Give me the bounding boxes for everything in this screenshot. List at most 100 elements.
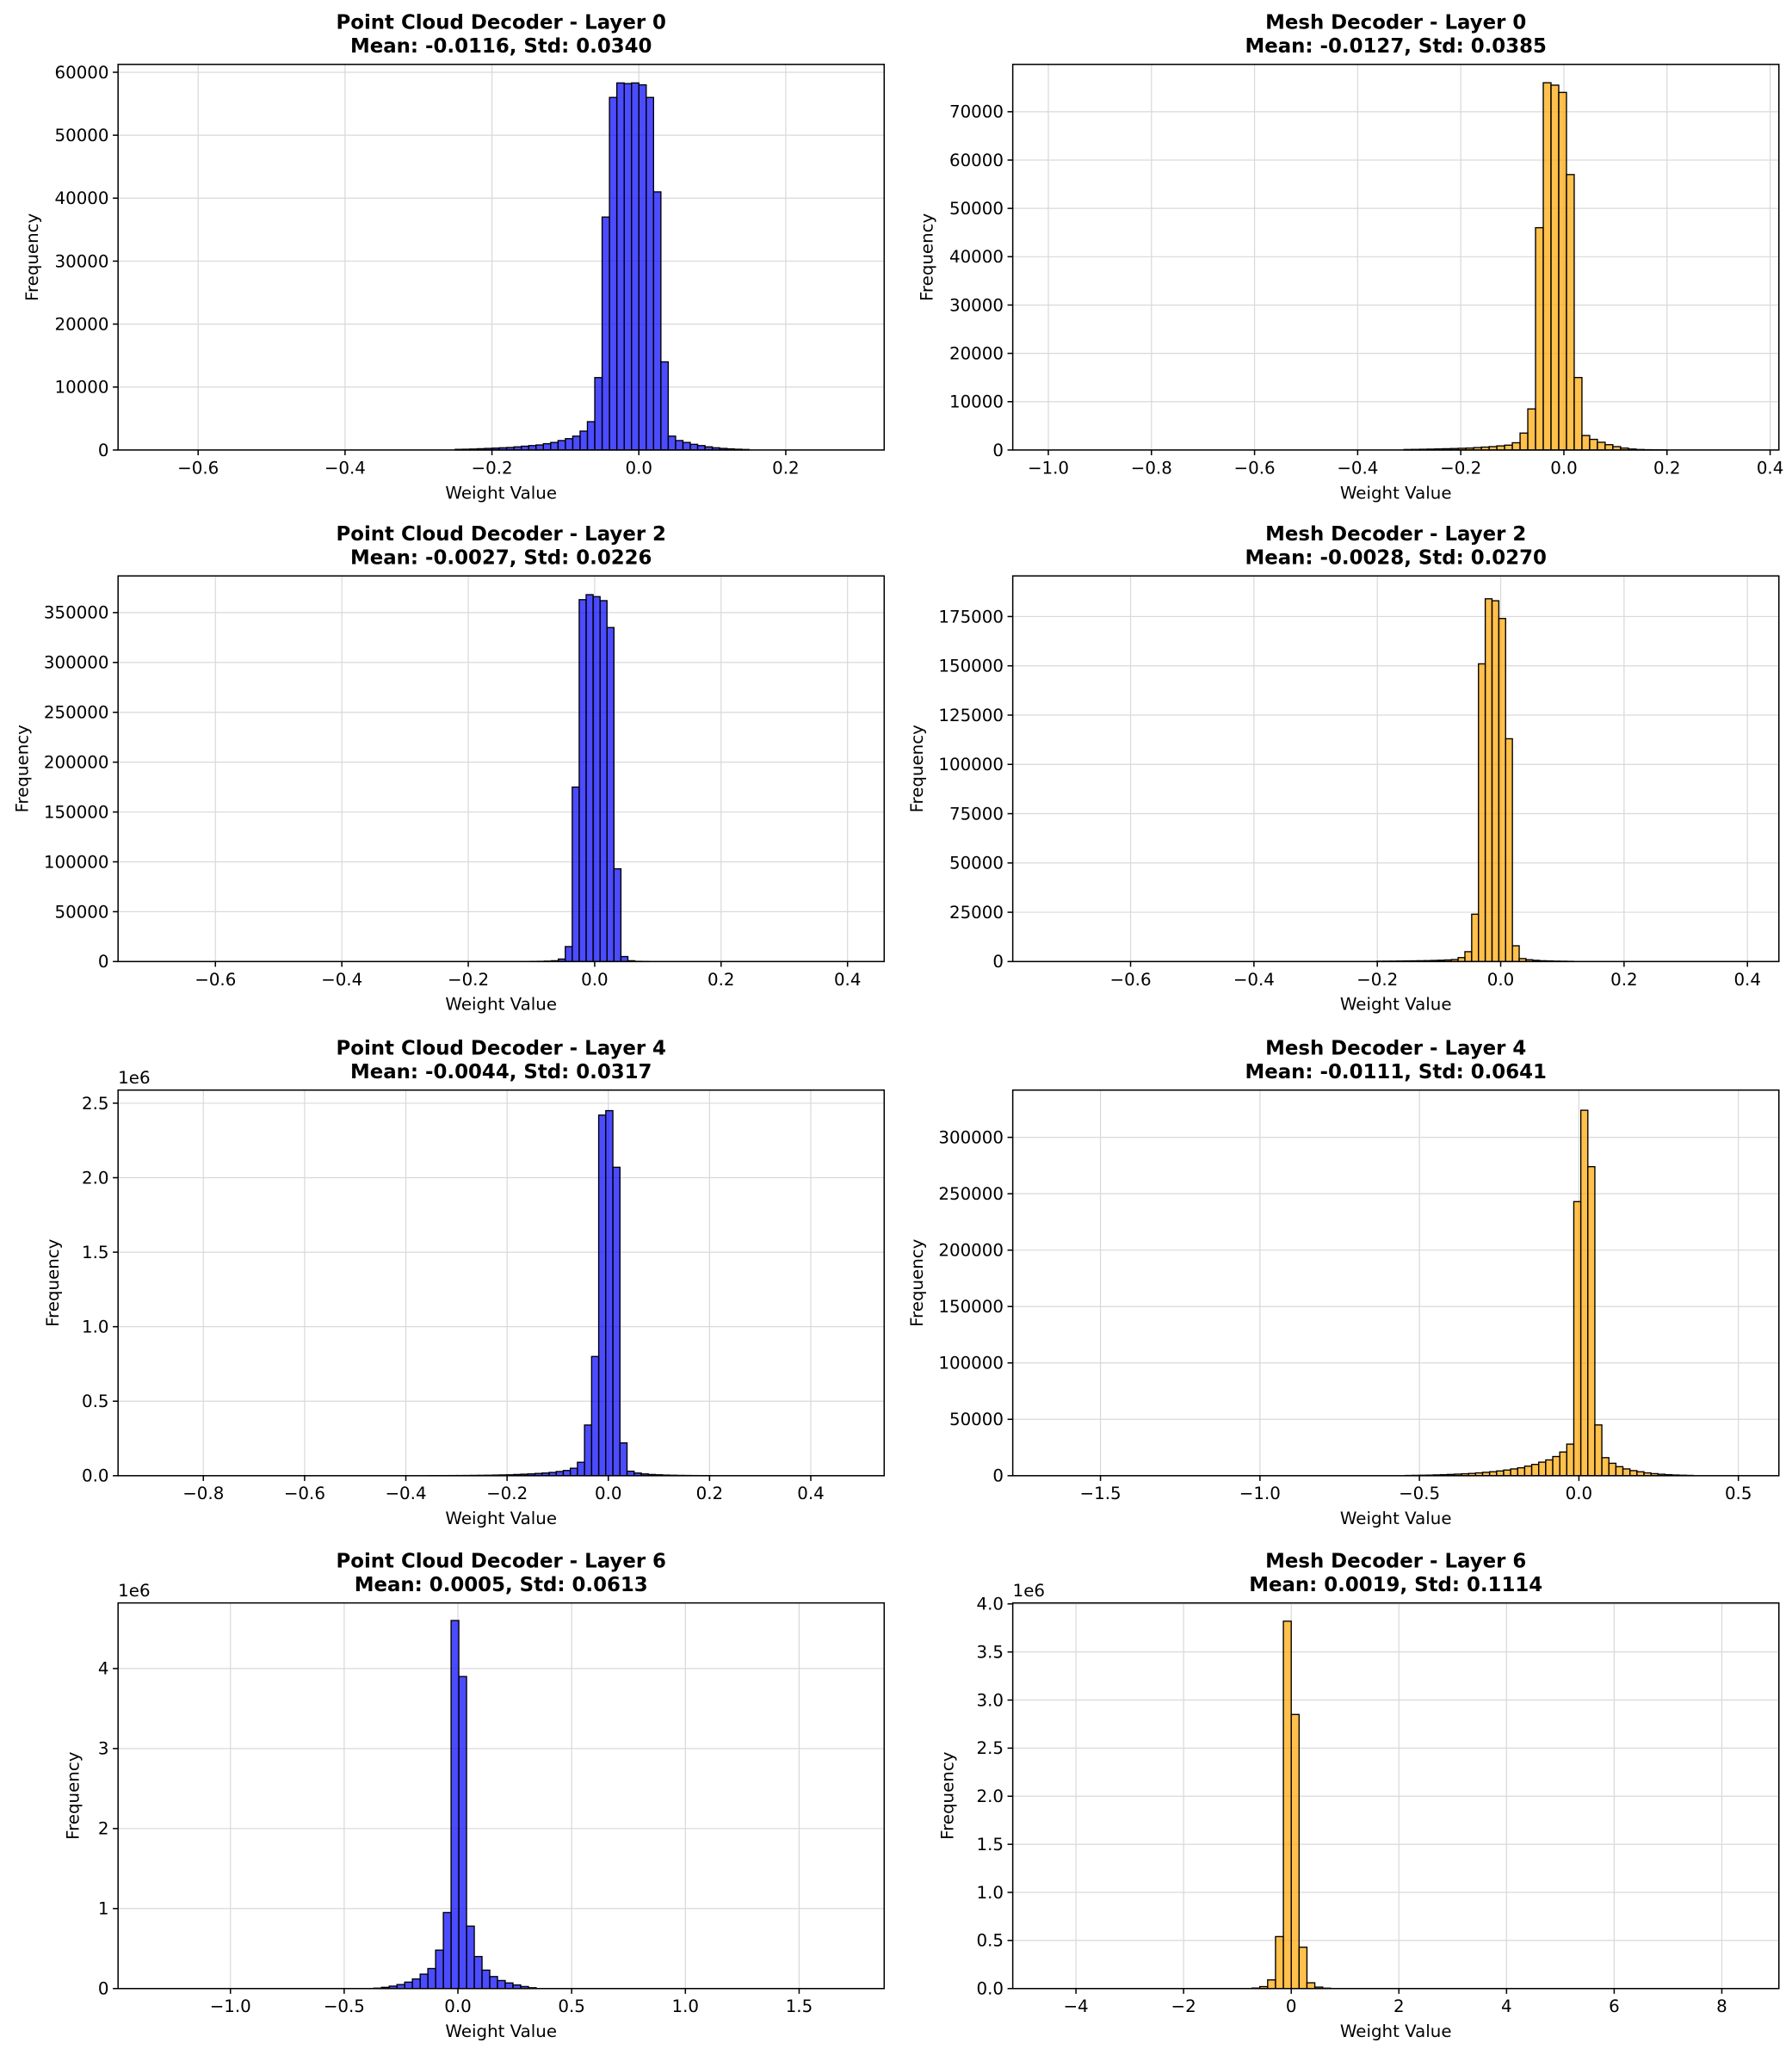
- bar: [1491, 600, 1500, 963]
- y-tick-label: 40000: [55, 188, 109, 208]
- bar: [1597, 441, 1606, 451]
- x-tick-label: −0.2: [1440, 458, 1481, 478]
- bar: [1530, 1464, 1540, 1477]
- y-tick-label: 150000: [44, 802, 109, 822]
- x-tick-label: 0: [1286, 1997, 1297, 2016]
- bar: [1604, 444, 1614, 451]
- x-tick-label: 0.2: [1610, 970, 1637, 990]
- x-tick-label: −0.4: [1233, 970, 1275, 990]
- bar: [572, 435, 581, 451]
- bar: [1306, 1982, 1316, 1990]
- bar: [675, 440, 684, 451]
- y-axis-label: Frequency: [907, 1238, 927, 1327]
- bar: [1511, 441, 1521, 451]
- bar: [458, 1676, 467, 1990]
- subplot: −1.5 −1.0 −0.5 0.0 0.5 0 50000 100000 150000 2000…: [907, 1038, 1780, 1528]
- y-tick-label: 0: [98, 441, 109, 460]
- chart-subtitle: Mean: -0.0111, Std: 0.0641: [1245, 1061, 1546, 1083]
- bar: [1552, 1455, 1560, 1477]
- bar: [1573, 377, 1583, 451]
- bar: [1558, 91, 1567, 451]
- y-tick-label: 200000: [44, 753, 109, 773]
- chart-title: Mesh Decoder - Layer 2: [1265, 523, 1526, 546]
- x-tick-label: 0.4: [797, 1484, 824, 1503]
- bar: [1579, 1109, 1589, 1477]
- chart-title: Point Cloud Decoder - Layer 0: [336, 12, 665, 34]
- bar: [1573, 1200, 1582, 1477]
- subplot: −0.6 −0.4 −0.2 0.0 0.2 0.4 0 25000 50000 75000 100…: [907, 523, 1780, 1015]
- bar: [1550, 84, 1560, 451]
- y-tick-label: 1: [98, 1899, 109, 1919]
- x-tick-label: 0.0: [1550, 458, 1577, 478]
- bar: [1517, 1466, 1526, 1477]
- bar: [1601, 1457, 1610, 1477]
- x-tick-label: −0.2: [448, 970, 489, 990]
- y-tick-label: 2: [98, 1819, 109, 1839]
- x-tick-label: 0.0: [1566, 1484, 1592, 1503]
- bar: [631, 82, 640, 451]
- bar: [442, 1911, 452, 1990]
- bar: [1519, 432, 1529, 451]
- x-tick-label: 8: [1716, 1997, 1727, 2016]
- bar: [1538, 1461, 1547, 1477]
- x-tick-label: −0.8: [182, 1484, 224, 1503]
- y-tick-label: 200000: [938, 1241, 1004, 1261]
- bar: [1290, 1713, 1301, 1990]
- y-tick-label: 25000: [949, 903, 1004, 923]
- x-tick-label: −0.2: [472, 458, 513, 478]
- x-tick-label: −0.4: [324, 458, 366, 478]
- bar: [572, 786, 580, 963]
- y-tick-label: 0: [98, 952, 109, 972]
- y-tick-label: 50000: [949, 199, 1004, 219]
- y-tick-label: 300000: [938, 1127, 1004, 1147]
- axes-frame: [117, 64, 886, 451]
- x-tick-label: −0.6: [284, 1484, 325, 1503]
- x-tick-label: −2: [1171, 1997, 1196, 2016]
- bar: [535, 444, 544, 451]
- x-tick-label: 2: [1393, 1997, 1405, 2016]
- bar: [638, 83, 647, 451]
- y-axis-label: Frequency: [22, 213, 42, 301]
- x-tick-label: 0.0: [1487, 970, 1514, 990]
- y-tick-label: 1.0: [82, 1318, 108, 1337]
- x-axis-label: Weight Value: [445, 1509, 557, 1528]
- y-tick-label: 100000: [938, 755, 1004, 775]
- x-tick-label: −0.8: [1131, 458, 1172, 478]
- bar: [504, 1982, 514, 1990]
- bar: [1496, 1470, 1505, 1477]
- bar: [489, 1976, 498, 1990]
- y-tick-label: 70000: [949, 102, 1004, 122]
- y-tick-label: 125000: [938, 706, 1004, 725]
- x-tick-label: −0.6: [1109, 970, 1151, 990]
- bar: [404, 1981, 413, 1990]
- chart-subtitle: Mean: 0.0005, Std: 0.0613: [355, 1574, 648, 1596]
- y-tick-label: 0.0: [82, 1466, 108, 1486]
- y-tick-label: 0.5: [82, 1392, 108, 1411]
- bar: [1478, 663, 1486, 963]
- bar: [1510, 1468, 1518, 1477]
- bar: [660, 361, 670, 451]
- x-axis-label: Weight Value: [1340, 483, 1452, 503]
- y-tick-label: 100000: [938, 1354, 1004, 1373]
- chart-title: Point Cloud Decoder - Layer 6: [336, 1551, 665, 1573]
- x-tick-label: −0.6: [1234, 458, 1276, 478]
- y-tick-label: 150000: [938, 657, 1004, 676]
- y-tick-label: 3.5: [976, 1643, 1003, 1663]
- bar: [646, 96, 654, 451]
- y-tick-label: 60000: [55, 63, 109, 83]
- subplot: −1.0 −0.8 −0.6 −0.4 −0.2 0.0 0.2 0.4 0 10000 20000…: [918, 12, 1784, 503]
- y-axis-label: Frequency: [64, 1751, 83, 1840]
- y-tick-label: 250000: [938, 1184, 1004, 1204]
- x-tick-label: 0.0: [581, 970, 608, 990]
- y-tick-label: 350000: [44, 603, 109, 623]
- y-tick-label: 50000: [949, 854, 1004, 873]
- bar: [565, 438, 574, 451]
- axes-frame: [117, 1602, 886, 1990]
- bar: [419, 1973, 429, 1990]
- bar: [1484, 598, 1493, 963]
- y-tick-label: 0.0: [976, 1979, 1003, 1999]
- bar: [1615, 1466, 1624, 1477]
- subplot: −4 −2 0 2 4 6 8 0.0 0.5 1.0 1.5 2.0 2.5 3.0 3.5 4.0 Freq…: [937, 1551, 1780, 2041]
- bar: [466, 1925, 475, 1990]
- chart-subtitle: Mean: -0.0116, Std: 0.0340: [350, 35, 652, 58]
